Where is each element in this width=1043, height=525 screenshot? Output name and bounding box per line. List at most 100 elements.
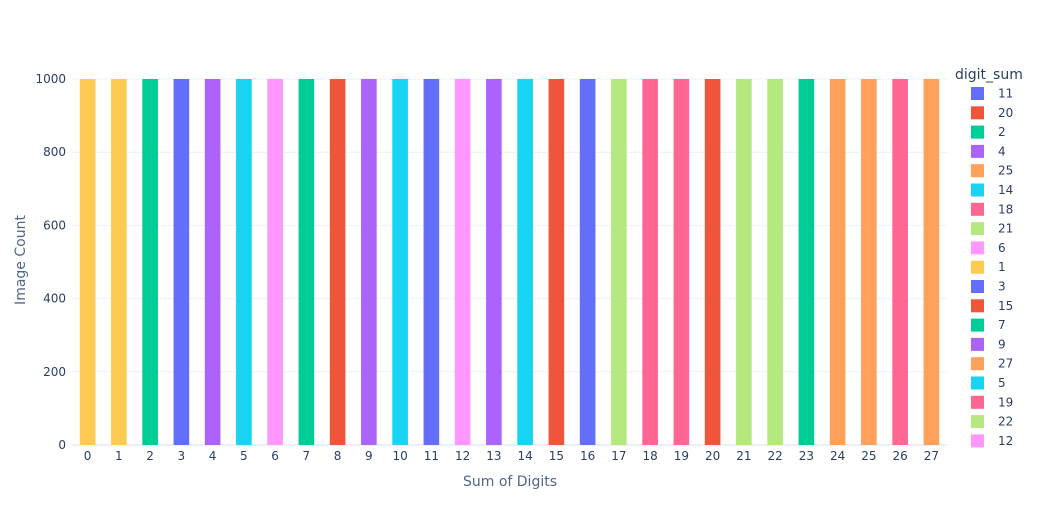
- legend-swatch: [971, 222, 984, 236]
- x-tick-label: 25: [861, 449, 876, 463]
- bar-14[interactable]: [517, 79, 533, 445]
- legend-swatch: [971, 299, 984, 313]
- bar-7[interactable]: [298, 79, 315, 445]
- bar-16[interactable]: [579, 79, 596, 445]
- legend[interactable]: digit_sum 11 20 2 4 25 14 18 21 6 1 3 15 7 9 27 5 19 22 12: [955, 67, 1023, 448]
- legend-item-label[interactable]: 19: [998, 395, 1013, 409]
- legend-item-label[interactable]: 1: [998, 260, 1006, 274]
- legend-item-label[interactable]: 14: [998, 183, 1013, 197]
- gridlines: [72, 78, 947, 446]
- bar-18[interactable]: [642, 79, 658, 445]
- bar-22[interactable]: [767, 79, 783, 445]
- bar-15[interactable]: [548, 79, 565, 445]
- legend-item-label[interactable]: 18: [998, 202, 1013, 216]
- x-tick-label: 0: [84, 449, 92, 463]
- x-tick-label: 1: [115, 449, 123, 463]
- legend-item-label[interactable]: 15: [998, 299, 1013, 313]
- y-tick-label: 200: [43, 365, 66, 379]
- x-tick-label: 9: [365, 449, 373, 463]
- x-tick-label: 3: [178, 449, 186, 463]
- x-tick-label: 4: [209, 449, 217, 463]
- legend-swatch: [971, 337, 984, 351]
- legend-item-label[interactable]: 27: [998, 357, 1013, 371]
- x-tick-label: 10: [392, 449, 407, 463]
- legend-item-label[interactable]: 9: [998, 337, 1006, 351]
- x-tick-label: 23: [799, 449, 814, 463]
- x-tick-label: 8: [334, 449, 342, 463]
- bar-17[interactable]: [611, 79, 627, 445]
- legend-item-label[interactable]: 2: [998, 125, 1006, 139]
- x-axis-ticks: 0 1 2 3 4 5 6 7 8 9 10 11 12 13 14 15 16 17 18 19 20 21 22 23 24…: [84, 449, 939, 463]
- x-tick-label: 6: [271, 449, 279, 463]
- bar-3[interactable]: [173, 79, 190, 445]
- x-tick-label: 2: [146, 449, 154, 463]
- x-tick-label: 22: [767, 449, 782, 463]
- y-tick-label: 400: [43, 292, 66, 306]
- legend-item-label[interactable]: 6: [998, 241, 1006, 255]
- y-tick-label: 0: [58, 438, 66, 452]
- legend-item-label[interactable]: 25: [998, 164, 1013, 178]
- bar-4[interactable]: [204, 79, 221, 445]
- legend-item-label[interactable]: 22: [998, 415, 1013, 429]
- bar-5[interactable]: [236, 79, 252, 445]
- bar-19[interactable]: [673, 79, 690, 445]
- legend-item-label[interactable]: 11: [998, 87, 1013, 101]
- bar-12[interactable]: [454, 79, 471, 445]
- bar-23[interactable]: [798, 79, 815, 445]
- y-tick-label: 600: [43, 218, 66, 232]
- legend-item-label[interactable]: 12: [998, 434, 1013, 448]
- legend-item-label[interactable]: 7: [998, 318, 1006, 332]
- bar-0[interactable]: [79, 79, 96, 445]
- x-tick-label: 7: [303, 449, 311, 463]
- x-tick-label: 14: [517, 449, 532, 463]
- bar-24[interactable]: [829, 79, 846, 445]
- x-tick-label: 26: [892, 449, 907, 463]
- legend-item-label[interactable]: 5: [998, 376, 1006, 390]
- legend-swatch: [971, 106, 984, 120]
- y-axis-ticks: 0 200 400 600 800 1000: [35, 72, 66, 452]
- bar-26[interactable]: [892, 79, 908, 445]
- legend-swatch: [971, 376, 984, 390]
- x-tick-label: 27: [924, 449, 939, 463]
- bar-8[interactable]: [329, 79, 346, 445]
- x-tick-label: 16: [580, 449, 595, 463]
- legend-swatch: [971, 144, 984, 158]
- x-tick-label: 12: [455, 449, 470, 463]
- x-tick-label: 18: [642, 449, 657, 463]
- x-tick-label: 13: [486, 449, 501, 463]
- x-tick-label: 11: [424, 449, 439, 463]
- x-tick-label: 19: [674, 449, 689, 463]
- legend-swatch: [971, 202, 984, 216]
- bar-11[interactable]: [423, 79, 440, 445]
- x-tick-label: 17: [611, 449, 626, 463]
- legend-item-label[interactable]: 20: [998, 106, 1013, 120]
- y-tick-label: 800: [43, 145, 66, 159]
- x-tick-label: 15: [549, 449, 564, 463]
- bar-2[interactable]: [142, 79, 158, 445]
- legend-swatch: [971, 280, 984, 293]
- legend-swatch: [971, 434, 984, 448]
- bar-21[interactable]: [736, 79, 752, 445]
- bars: [79, 79, 940, 445]
- legend-title: digit_sum: [955, 67, 1023, 83]
- bar-9[interactable]: [361, 79, 377, 445]
- bar-10[interactable]: [392, 79, 408, 445]
- bar-1[interactable]: [111, 79, 127, 445]
- bar-20[interactable]: [704, 79, 721, 445]
- x-tick-label: 21: [736, 449, 751, 463]
- legend-swatch: [971, 241, 984, 255]
- legend-swatch: [971, 125, 984, 139]
- bar-25[interactable]: [861, 79, 877, 445]
- bar-27[interactable]: [923, 79, 940, 445]
- legend-item-label[interactable]: 3: [998, 280, 1006, 294]
- bar-13[interactable]: [486, 79, 502, 445]
- legend-swatch: [971, 415, 984, 429]
- legend-item-label[interactable]: 4: [998, 144, 1006, 158]
- x-axis-title: Sum of Digits: [463, 474, 557, 490]
- legend-swatch: [971, 164, 984, 178]
- legend-swatch: [971, 260, 984, 274]
- bar-6[interactable]: [267, 79, 283, 445]
- legend-swatch: [971, 87, 984, 100]
- legend-item-label[interactable]: 21: [998, 222, 1013, 236]
